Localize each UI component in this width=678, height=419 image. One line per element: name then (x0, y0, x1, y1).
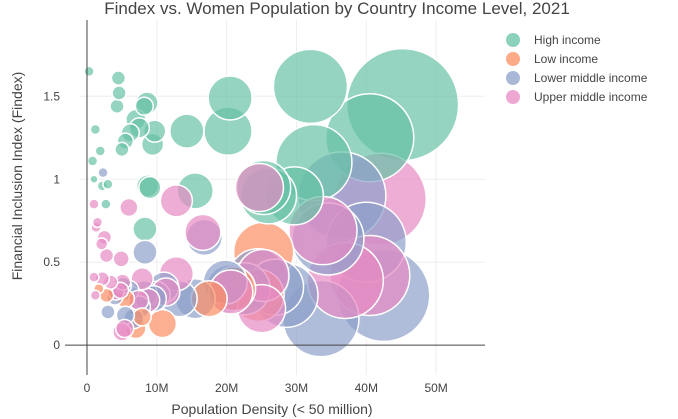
legend-marker (506, 89, 520, 104)
data-point[interactable] (110, 70, 127, 86)
y-tick-label: 0.5 (43, 255, 60, 269)
data-point[interactable] (112, 250, 130, 268)
data-point[interactable] (207, 75, 253, 121)
legend-marker (506, 70, 520, 85)
legend[interactable]: High income Low income Lower middle income… (506, 30, 647, 106)
x-tick-label: 20M (215, 381, 238, 395)
data-point[interactable] (109, 98, 125, 115)
plot-area (83, 47, 460, 358)
legend-item[interactable]: High income (506, 30, 647, 49)
chart-title: Findex vs. Women Population by Country I… (104, 0, 570, 18)
x-tick-label: 50M (424, 381, 447, 395)
x-axis-title: Population Density (< 50 million) (171, 401, 372, 417)
legend-marker (506, 32, 520, 47)
data-point[interactable] (111, 85, 127, 101)
x-tick-label: 10M (145, 381, 168, 395)
y-axis-title: Financial Inclusion Index (Findex) (9, 72, 25, 281)
data-point[interactable] (89, 174, 99, 185)
data-point[interactable] (114, 318, 135, 339)
legend-item[interactable]: Lower middle income (506, 68, 647, 87)
data-point[interactable] (132, 239, 158, 265)
data-point[interactable] (159, 184, 194, 218)
data-point[interactable] (134, 96, 154, 117)
data-point[interactable] (272, 48, 349, 125)
data-point[interactable] (86, 155, 99, 167)
data-point[interactable] (147, 308, 178, 339)
legend-marker (506, 51, 520, 66)
data-point[interactable] (138, 175, 162, 200)
x-tick-label: 40M (355, 381, 378, 395)
y-tick-label: 1.5 (43, 89, 60, 103)
legend-item[interactable]: Upper middle income (506, 87, 647, 106)
data-point[interactable] (88, 198, 100, 210)
x-tick-label: 30M (285, 381, 308, 395)
legend-label: High income (534, 32, 601, 47)
y-tick-label: 0 (53, 338, 60, 352)
data-point[interactable] (83, 65, 95, 78)
legend-label: Lower middle income (534, 70, 648, 85)
data-point[interactable] (91, 216, 104, 229)
legend-label: Low income (534, 51, 599, 66)
data-point[interactable] (169, 113, 205, 149)
data-point[interactable] (94, 145, 106, 157)
data-point[interactable] (184, 213, 222, 252)
data-point[interactable] (94, 237, 109, 251)
data-point[interactable] (119, 197, 139, 218)
data-point[interactable] (89, 289, 102, 302)
legend-item[interactable]: Low income (506, 49, 647, 68)
data-point[interactable] (100, 304, 116, 320)
data-point[interactable] (102, 178, 114, 190)
data-point[interactable] (114, 141, 130, 158)
x-tick-label: 0 (84, 381, 91, 395)
y-tick-label: 1 (53, 172, 60, 186)
data-point[interactable] (132, 216, 158, 242)
axes: 0 10M 20M 30M 40M 50M 0 0.5 1 1.5 (43, 20, 485, 395)
data-point[interactable] (89, 123, 102, 136)
data-point[interactable] (100, 198, 112, 210)
legend-label: Upper middle income (534, 89, 648, 104)
data-point[interactable] (97, 166, 109, 179)
data-point[interactable] (132, 307, 152, 327)
data-point[interactable] (234, 162, 285, 213)
data-point[interactable] (88, 271, 100, 283)
